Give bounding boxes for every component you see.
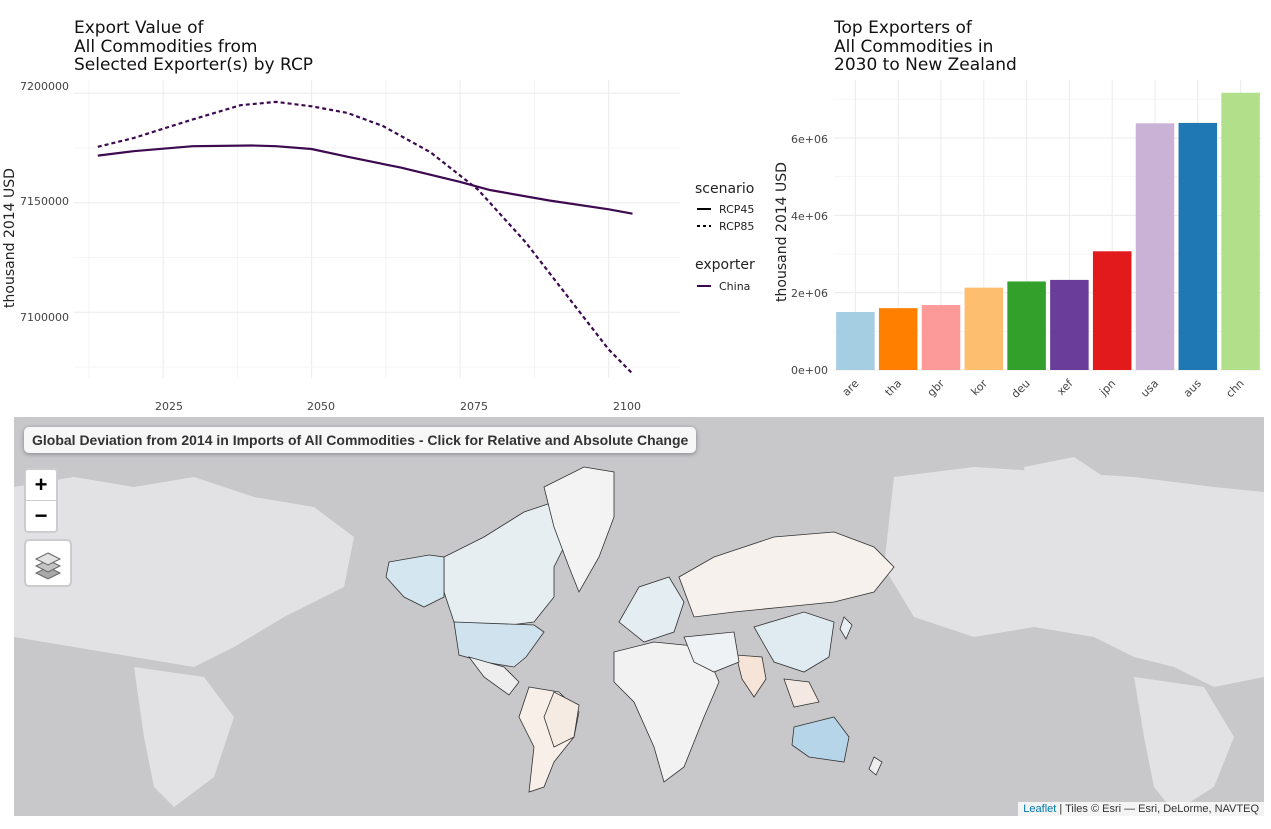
map-title: Global Deviation from 2014 in Imports of… <box>24 427 697 453</box>
country-europe <box>618 576 685 643</box>
bar-jpn <box>1092 251 1132 370</box>
country-china <box>753 611 835 673</box>
map-panel[interactable]: Global Deviation from 2014 in Imports of… <box>14 417 1264 816</box>
line-chart-panel: Export Value of All Commodities from Sel… <box>0 0 790 414</box>
legend-scenario-title: scenario <box>695 181 754 197</box>
choropleth-countries[interactable] <box>385 466 895 793</box>
line-x-tick-label: 2075 <box>460 400 488 413</box>
bar-x-tick-label: jpn <box>1096 377 1118 399</box>
bar-aus <box>1178 122 1218 370</box>
line-chart-svg: thousand 2014 USD 7100000 7150000 720000… <box>2 80 755 413</box>
line-y-tick-label: 7100000 <box>20 311 69 324</box>
layers-icon <box>34 552 62 580</box>
bar-chart-title: Top Exporters of All Commodities in 2030… <box>834 18 1017 75</box>
legend-rcp45-label: RCP45 <box>719 203 754 216</box>
country-brazil <box>543 691 580 748</box>
bar-x-tick-label: usa <box>1138 377 1161 400</box>
line-x-tick-label: 2025 <box>155 400 183 413</box>
country-southeast-asia <box>783 678 820 708</box>
bar-chart-panel: Top Exporters of All Commodities in 2030… <box>770 0 1271 414</box>
leaflet-link[interactable]: Leaflet <box>1023 803 1057 815</box>
bar-xef <box>1050 279 1089 370</box>
bar-x-tick-label: chn <box>1223 377 1246 400</box>
country-canada <box>443 501 575 628</box>
line-y-tick-label: 7150000 <box>20 195 69 208</box>
bar-deu <box>1007 281 1046 370</box>
basemap-land-right <box>884 457 1264 812</box>
bar-x-tick-label: gbr <box>925 377 948 400</box>
zoom-out-button[interactable]: − <box>34 503 48 528</box>
country-greenland <box>543 466 615 593</box>
bar-y-axis-label: thousand 2014 USD <box>774 162 790 302</box>
country-usa <box>453 621 545 668</box>
legend-china-label: China <box>719 280 750 293</box>
country-russia <box>678 531 895 618</box>
bar-y-tick-label: 4e+06 <box>791 210 828 223</box>
line-chart-title: Export Value of All Commodities from Sel… <box>74 18 314 75</box>
bar-tha <box>878 308 918 370</box>
zoom-in-button[interactable]: + <box>26 470 56 501</box>
country-japan <box>839 616 853 640</box>
legend-exporter-title: exporter <box>695 257 755 273</box>
line-series-rcp85 <box>97 100 634 375</box>
line-x-tick-label: 2100 <box>613 400 641 413</box>
map-attribution: Leaflet | Tiles © Esri — Esri, DeLorme, … <box>1018 802 1264 816</box>
bar-x-tick-label: tha <box>882 377 904 399</box>
country-australia <box>791 716 850 763</box>
country-alaska <box>385 554 445 608</box>
bar-x-tick-label: deu <box>1009 377 1033 401</box>
attribution-text: | Tiles © Esri — Esri, DeLorme, NAVTEQ <box>1056 803 1259 815</box>
layers-control-button[interactable] <box>24 539 72 587</box>
line-y-axis-label: thousand 2014 USD <box>2 168 18 308</box>
bar-y-tick-label: 0e+00 <box>791 364 828 377</box>
country-middle-east <box>683 631 740 673</box>
bar-y-tick-label: 6e+06 <box>791 133 828 146</box>
country-mexico <box>467 656 520 696</box>
world-map[interactable] <box>14 417 1264 816</box>
country-india <box>735 654 767 698</box>
line-series-rcp45 <box>97 144 633 215</box>
line-y-tick-label: 7200000 <box>20 80 69 93</box>
line-x-tick-label: 2050 <box>307 400 335 413</box>
country-new-zealand <box>868 756 883 776</box>
bar-gbr <box>921 305 961 370</box>
bar-chn <box>1221 92 1260 370</box>
bar-chart-svg: are tha gbr kor deu xef jpn usa aus chn thousand … <box>774 80 1262 401</box>
basemap-land-left <box>14 477 354 807</box>
legend-rcp85-label: RCP85 <box>719 220 754 233</box>
bar-x-tick-label: kor <box>969 377 991 399</box>
bar-kor <box>964 287 1004 370</box>
bar-usa <box>1135 123 1175 370</box>
bar-are <box>836 312 875 370</box>
bar-x-tick-label: are <box>840 377 862 399</box>
zoom-control: + − <box>24 468 58 533</box>
bar-x-tick-label: aus <box>1181 377 1204 400</box>
bar-x-tick-label: xef <box>1054 376 1076 398</box>
bar-y-tick-label: 2e+06 <box>791 287 828 300</box>
